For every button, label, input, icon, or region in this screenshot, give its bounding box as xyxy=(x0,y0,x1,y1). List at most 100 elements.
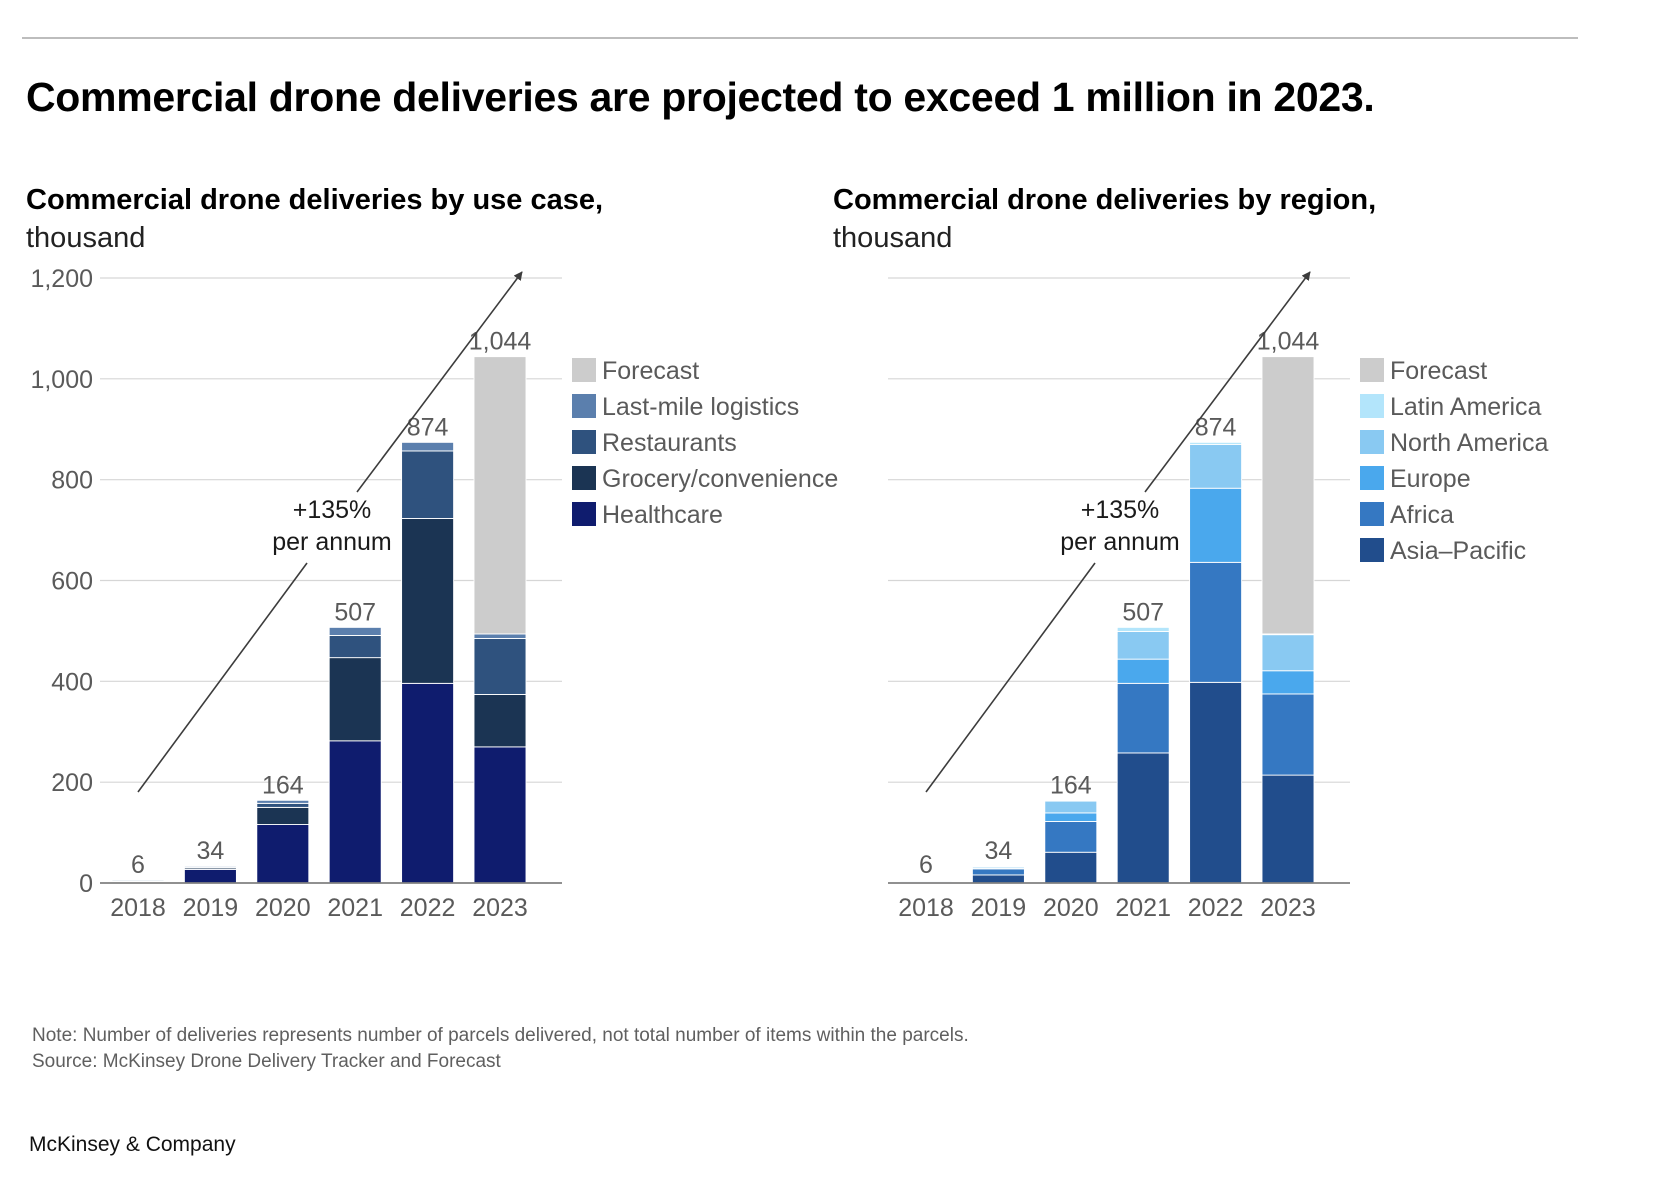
chart2-title: Commercial drone deliveries by region, xyxy=(833,184,1377,216)
region-bar-europe-2023 xyxy=(1261,670,1315,695)
usecase-bar-grocery-convenience-2023 xyxy=(473,693,527,748)
region-growth-annotation-rate: +135% xyxy=(1081,496,1160,524)
usecase-bar-grocery-convenience-2020 xyxy=(256,806,310,825)
region-bar-north-america-2018 xyxy=(899,879,953,882)
usecase-bar-last-mile-logistics-2021 xyxy=(328,626,382,636)
region-bar-europe-2022 xyxy=(1189,487,1243,563)
usecase-bar-healthcare-2020 xyxy=(256,824,310,884)
usecase-bar-last-mile-logistics-2019 xyxy=(183,865,237,868)
usecase-growth-annotation-rate: +135% xyxy=(293,496,372,524)
region-legend-swatch-latin-america xyxy=(1360,394,1384,418)
usecase-total-label-2018: 6 xyxy=(131,851,145,879)
region-bar-forecast-2023 xyxy=(1261,356,1315,635)
usecase-legend-swatch-healthcare xyxy=(572,502,596,526)
usecase-legend-label-healthcare: Healthcare xyxy=(602,501,723,529)
usecase-legend-label-last-mile-logistics: Last-mile logistics xyxy=(602,393,799,421)
usecase-growth-annotation-period: per annum xyxy=(272,528,392,556)
use-case-chart: 0 200 400 600 800 1,000 1,200 6 2018 34 2019 164 202… xyxy=(30,265,838,922)
region-legend-swatch-forecast xyxy=(1360,358,1384,382)
usecase-bar-grocery-convenience-2021 xyxy=(328,657,382,742)
usecase-legend-swatch-forecast xyxy=(572,358,596,382)
chart2-title-block: Commercial drone deliveries by region, t… xyxy=(833,181,1376,257)
region-bar-africa-2023 xyxy=(1261,693,1315,776)
region-xtick-label-2019: 2019 xyxy=(971,894,1027,922)
region-bar-africa-2021 xyxy=(1116,682,1170,754)
usecase-xtick-label-2019: 2019 xyxy=(183,894,239,922)
usecase-ytick-label: 200 xyxy=(51,769,93,797)
region-total-label-2022: 874 xyxy=(1195,413,1237,441)
region-growth-arrow-upper xyxy=(1144,271,1311,493)
region-bar-north-america-2021 xyxy=(1116,630,1170,660)
usecase-xtick-label-2022: 2022 xyxy=(400,894,456,922)
usecase-legend-swatch-restaurants xyxy=(572,430,596,454)
usecase-bar-restaurants-2023 xyxy=(473,638,527,695)
source-text: Source: McKinsey Drone Delivery Tracker … xyxy=(32,1051,501,1072)
region-bar-north-america-2022 xyxy=(1189,443,1243,489)
usecase-bar-last-mile-logistics-2022 xyxy=(401,441,455,452)
usecase-legend-label-restaurants: Restaurants xyxy=(602,429,737,457)
region-bar-africa-2019 xyxy=(971,868,1025,876)
usecase-legend-swatch-grocery-convenience xyxy=(572,466,596,490)
region-legend-swatch-africa xyxy=(1360,502,1384,526)
page-headline: Commercial drone deliveries are projecte… xyxy=(26,74,1375,120)
usecase-bar-last-mile-logistics-2018 xyxy=(111,879,165,882)
region-legend-swatch-north-america xyxy=(1360,430,1384,454)
region-legend-label-asia-pacific: Asia–Pacific xyxy=(1390,537,1526,565)
region-bar-africa-2022 xyxy=(1189,561,1243,683)
usecase-bar-healthcare-2023 xyxy=(473,746,527,884)
usecase-bar-restaurants-2022 xyxy=(401,450,455,519)
usecase-total-label-2020: 164 xyxy=(262,771,304,799)
region-xtick-label-2022: 2022 xyxy=(1188,894,1244,922)
region-bar-africa-2020 xyxy=(1044,821,1098,853)
region-bar-asia-pacific-2023 xyxy=(1261,774,1315,884)
usecase-xtick-label-2021: 2021 xyxy=(327,894,383,922)
usecase-bar-healthcare-2021 xyxy=(328,740,382,884)
region-chart: 6 2018 34 2019 164 2020 507 2021 874 2022 1,044 202… xyxy=(888,271,1548,922)
chart1-subtitle: thousand xyxy=(26,222,146,254)
usecase-legend-label-grocery-convenience: Grocery/convenience xyxy=(602,465,838,493)
region-bar-latin-america-2020 xyxy=(1044,799,1098,802)
region-bar-latin-america-2022 xyxy=(1189,441,1243,445)
usecase-growth-arrow-lower xyxy=(137,562,308,793)
usecase-ytick-label: 600 xyxy=(51,568,93,596)
region-total-label-2019: 34 xyxy=(984,837,1012,865)
top-divider xyxy=(22,37,1578,39)
region-bar-asia-pacific-2022 xyxy=(1189,681,1243,884)
brand-name: McKinsey & Company xyxy=(29,1133,236,1156)
usecase-bar-healthcare-2022 xyxy=(401,682,455,884)
region-bar-europe-2021 xyxy=(1116,658,1170,684)
region-bar-north-america-2020 xyxy=(1044,800,1098,814)
region-growth-annotation-period: per annum xyxy=(1060,528,1180,556)
region-bar-asia-pacific-2019 xyxy=(971,874,1025,884)
usecase-bar-grocery-convenience-2022 xyxy=(401,518,455,684)
usecase-bar-restaurants-2020 xyxy=(256,802,310,808)
usecase-legend-label-forecast: Forecast xyxy=(602,357,699,385)
region-xtick-label-2021: 2021 xyxy=(1115,894,1171,922)
region-total-label-2023: 1,044 xyxy=(1257,328,1320,356)
region-legend-label-europe: Europe xyxy=(1390,465,1471,493)
usecase-ytick-label: 400 xyxy=(51,668,93,696)
usecase-ytick-label: 1,200 xyxy=(30,265,93,293)
region-legend-label-africa: Africa xyxy=(1390,501,1454,529)
region-legend-swatch-europe xyxy=(1360,466,1384,490)
usecase-total-label-2019: 34 xyxy=(196,837,224,865)
chart2-subtitle: thousand xyxy=(833,222,953,254)
usecase-total-label-2023: 1,044 xyxy=(469,328,532,356)
region-xtick-label-2020: 2020 xyxy=(1043,894,1099,922)
region-bar-asia-pacific-2021 xyxy=(1116,752,1170,884)
usecase-bar-restaurants-2021 xyxy=(328,635,382,659)
region-bar-latin-america-2021 xyxy=(1116,626,1170,632)
region-legend-swatch-asia-pacific xyxy=(1360,538,1384,562)
usecase-bar-last-mile-logistics-2020 xyxy=(256,799,310,804)
region-bar-latin-america-2019 xyxy=(971,865,1025,868)
usecase-total-label-2021: 507 xyxy=(334,598,376,626)
note-text: Note: Number of deliveries represents nu… xyxy=(32,1025,969,1046)
region-total-label-2021: 507 xyxy=(1122,598,1164,626)
usecase-xtick-label-2020: 2020 xyxy=(255,894,311,922)
footnotes: Note: Number of deliveries represents nu… xyxy=(32,1023,969,1075)
region-total-label-2018: 6 xyxy=(919,851,933,879)
region-bar-europe-2020 xyxy=(1044,812,1098,822)
chart1-title: Commercial drone deliveries by use case, xyxy=(26,184,604,216)
usecase-xtick-label-2018: 2018 xyxy=(110,894,166,922)
region-bar-north-america-2023 xyxy=(1261,633,1315,672)
